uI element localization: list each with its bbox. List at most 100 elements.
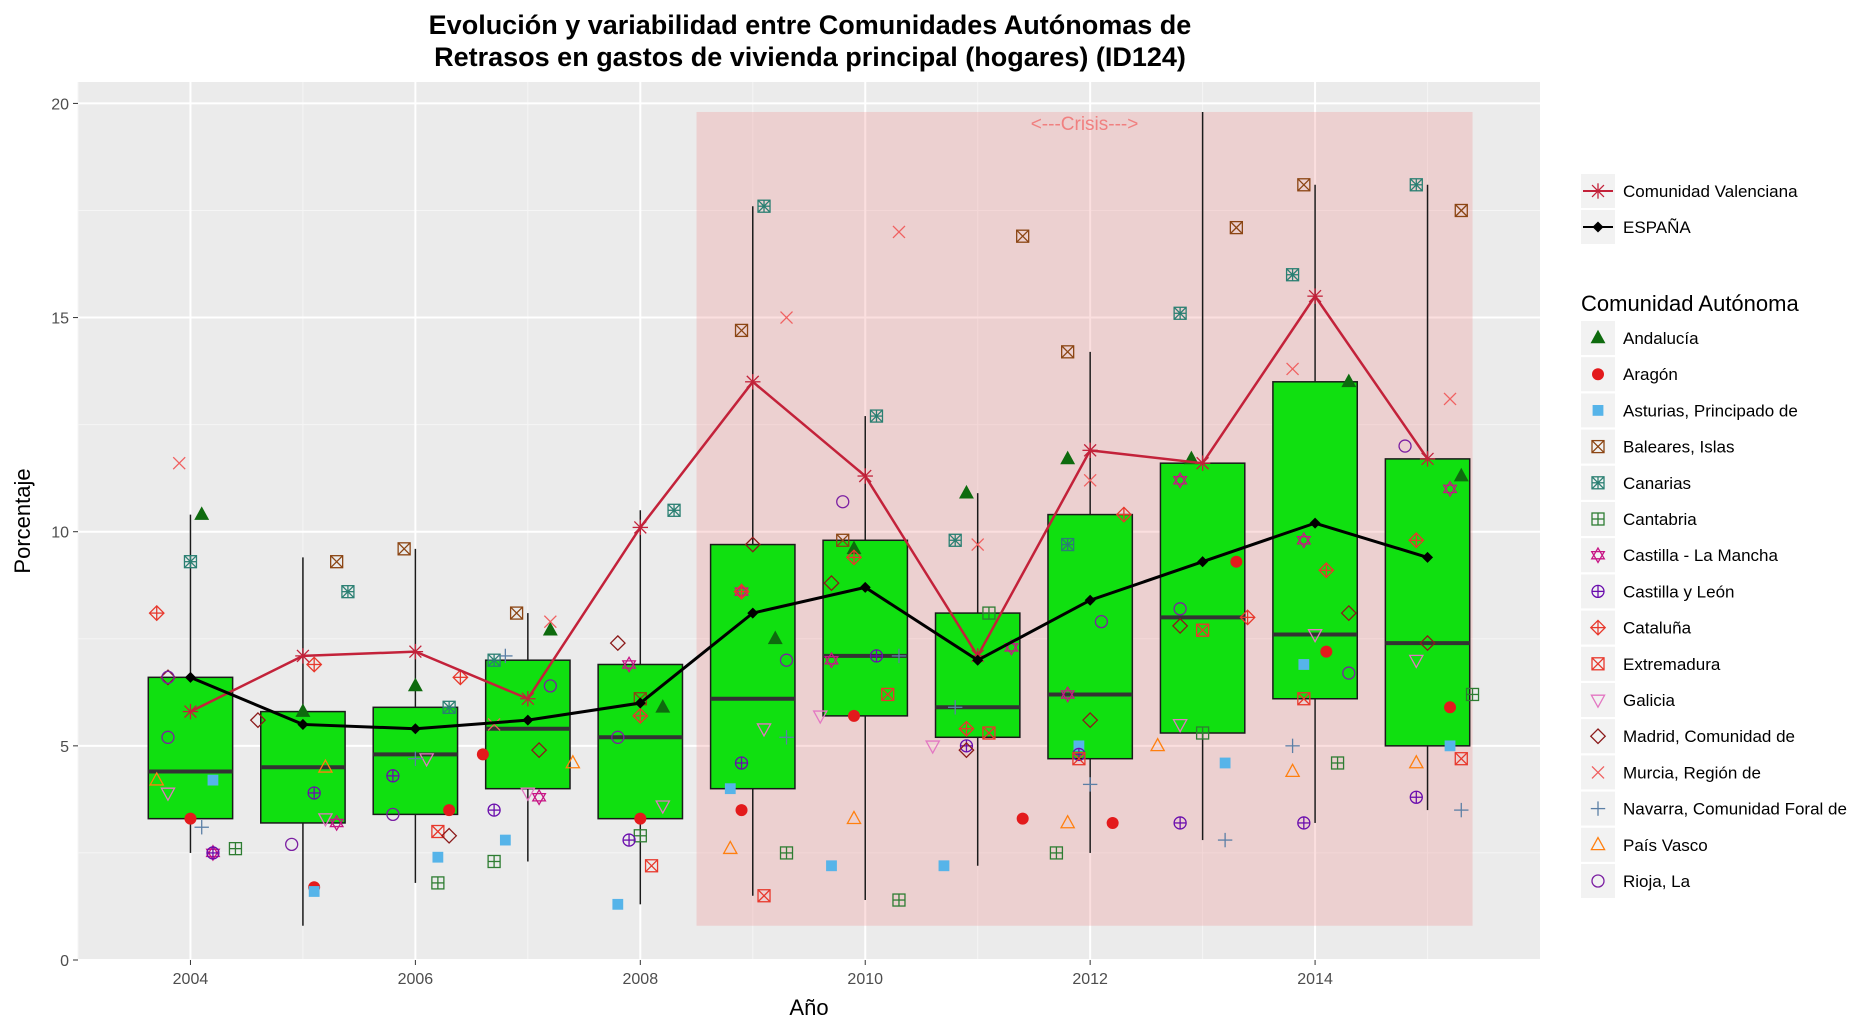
point-aragon — [735, 804, 748, 817]
point-baleares-islas — [734, 323, 749, 338]
point-madrid-comunidad-de — [1419, 634, 1436, 652]
point-castilla-y-leon — [206, 846, 220, 860]
point-murcia-region-de — [487, 717, 501, 731]
point-baleares-islas — [1454, 203, 1468, 218]
line-point-espana — [1197, 556, 1209, 568]
point-murcia-region-de — [172, 456, 186, 470]
legend-item-comunidad-valenciana: Comunidad Valenciana — [1581, 174, 1798, 208]
point-pais-vasco — [149, 771, 165, 786]
point-cataluna — [452, 669, 469, 686]
legend-item-madrid-comunidad-de: Madrid, Comunidad de — [1581, 719, 1795, 754]
point-pais-vasco — [317, 758, 334, 773]
point-canarias — [869, 409, 884, 423]
point-navarra-comunidad-foral-de — [1217, 832, 1233, 848]
point-castilla-y-leon — [1297, 816, 1311, 830]
point-murcia-region-de — [971, 538, 985, 552]
legend-label: Castilla y León — [1623, 582, 1735, 601]
legend-label: Asturias, Principado de — [1623, 401, 1798, 420]
line-point-espana — [1422, 551, 1434, 563]
box-2009 — [709, 543, 796, 790]
point-asturias-principado-de — [308, 886, 320, 897]
point-baleares-islas — [330, 555, 344, 569]
point-asturias-principado-de — [612, 898, 624, 910]
line-point-comunidad-valenciana — [1419, 451, 1436, 467]
series-lines — [182, 288, 1436, 735]
point-pais-vasco — [846, 810, 862, 825]
point-cataluna — [1318, 562, 1335, 579]
point-madrid-comunidad-de — [823, 574, 840, 592]
point-extremadura — [1454, 752, 1468, 766]
line-point-comunidad-valenciana — [295, 648, 311, 664]
box-2014 — [1272, 381, 1358, 700]
point-galicia — [1408, 654, 1424, 669]
line-point-espana — [1084, 594, 1096, 606]
point-baleares-islas — [397, 542, 411, 556]
point-extremadura — [644, 859, 659, 873]
point-rioja-la — [161, 730, 175, 744]
point-canarias — [442, 700, 456, 714]
point-galicia — [418, 753, 435, 768]
y-tick-label: 5 — [60, 739, 69, 756]
point-baleares-islas — [1061, 345, 1075, 359]
point-castilla-la-mancha — [329, 814, 345, 832]
legend-lines: Comunidad Valenciana ESPAÑA — [1581, 174, 1798, 244]
point-andalucia — [1341, 373, 1357, 388]
point-asturias-principado-de — [724, 783, 736, 795]
point-rioja-la — [1094, 614, 1109, 629]
point-castilla-la-mancha — [1296, 531, 1312, 549]
legend-item-navarra-comunidad-foral-de: Navarra, Comunidad Foral de — [1581, 791, 1847, 826]
point-cantabria — [1195, 726, 1210, 740]
point-castilla-la-mancha — [1442, 480, 1458, 498]
point-castilla-y-leon — [959, 739, 974, 753]
point-asturias-principado-de — [938, 860, 950, 872]
point-cantabria — [487, 854, 501, 869]
point-asturias-principado-de — [1073, 740, 1085, 752]
point-rioja-la — [836, 495, 850, 509]
y-tick-label: 10 — [51, 525, 69, 542]
point-rioja-la — [161, 670, 175, 684]
point-madrid-comunidad-de — [609, 634, 626, 652]
line-point-comunidad-valenciana — [182, 703, 199, 720]
point-madrid-comunidad-de — [441, 827, 458, 844]
box-2015 — [1384, 458, 1471, 747]
point-extremadura — [757, 889, 771, 903]
point-castilla-la-mancha — [1060, 685, 1076, 703]
point-madrid-comunidad-de — [1082, 712, 1099, 729]
point-galicia — [1307, 629, 1323, 644]
point-pais-vasco — [1284, 763, 1301, 778]
legend-label: Canarias — [1623, 474, 1691, 493]
point-galicia — [160, 787, 176, 802]
legend-item-galicia: Galicia — [1581, 683, 1676, 717]
legend-label: Navarra, Comunidad Foral de — [1623, 800, 1847, 819]
point-navarra-comunidad-foral-de — [891, 648, 907, 664]
point-canarias — [1061, 537, 1075, 552]
point-cataluna — [306, 656, 323, 673]
point-navarra-comunidad-foral-de — [194, 820, 209, 835]
point-rioja-la — [1398, 439, 1412, 453]
point-galicia — [655, 800, 671, 815]
x-tick-label: 2008 — [623, 971, 659, 988]
legend-item-baleares-islas: Baleares, Islas — [1581, 429, 1735, 464]
point-murcia-region-de — [892, 225, 906, 239]
line-point-comunidad-valenciana — [745, 374, 761, 390]
legend-item-pais-vasco: País Vasco — [1581, 827, 1708, 862]
legend-label: Madrid, Comunidad de — [1623, 727, 1795, 746]
point-aragon — [1230, 555, 1243, 568]
y-tick-label: 0 — [60, 953, 69, 970]
line-point-espana — [522, 714, 534, 726]
point-madrid-comunidad-de — [530, 742, 548, 759]
point-pais-vasco — [1059, 814, 1076, 829]
point-castilla-y-leon — [1409, 790, 1423, 804]
line-comunidad-valenciana — [189, 293, 1429, 713]
y-axis-title: Porcentaje — [10, 468, 35, 573]
legend-item-asturias-principado-de: Asturias, Principado de — [1581, 393, 1798, 428]
legend-title: Comunidad Autónoma — [1581, 291, 1799, 316]
point-navarra-comunidad-foral-de — [498, 648, 513, 664]
box-2010 — [822, 539, 909, 717]
point-canarias — [1409, 178, 1423, 192]
legend-label: Extremadura — [1623, 655, 1721, 674]
point-canarias — [487, 653, 501, 667]
legend-item-andalucia: Andalucía — [1581, 321, 1699, 355]
point-castilla-la-mancha — [621, 655, 637, 673]
